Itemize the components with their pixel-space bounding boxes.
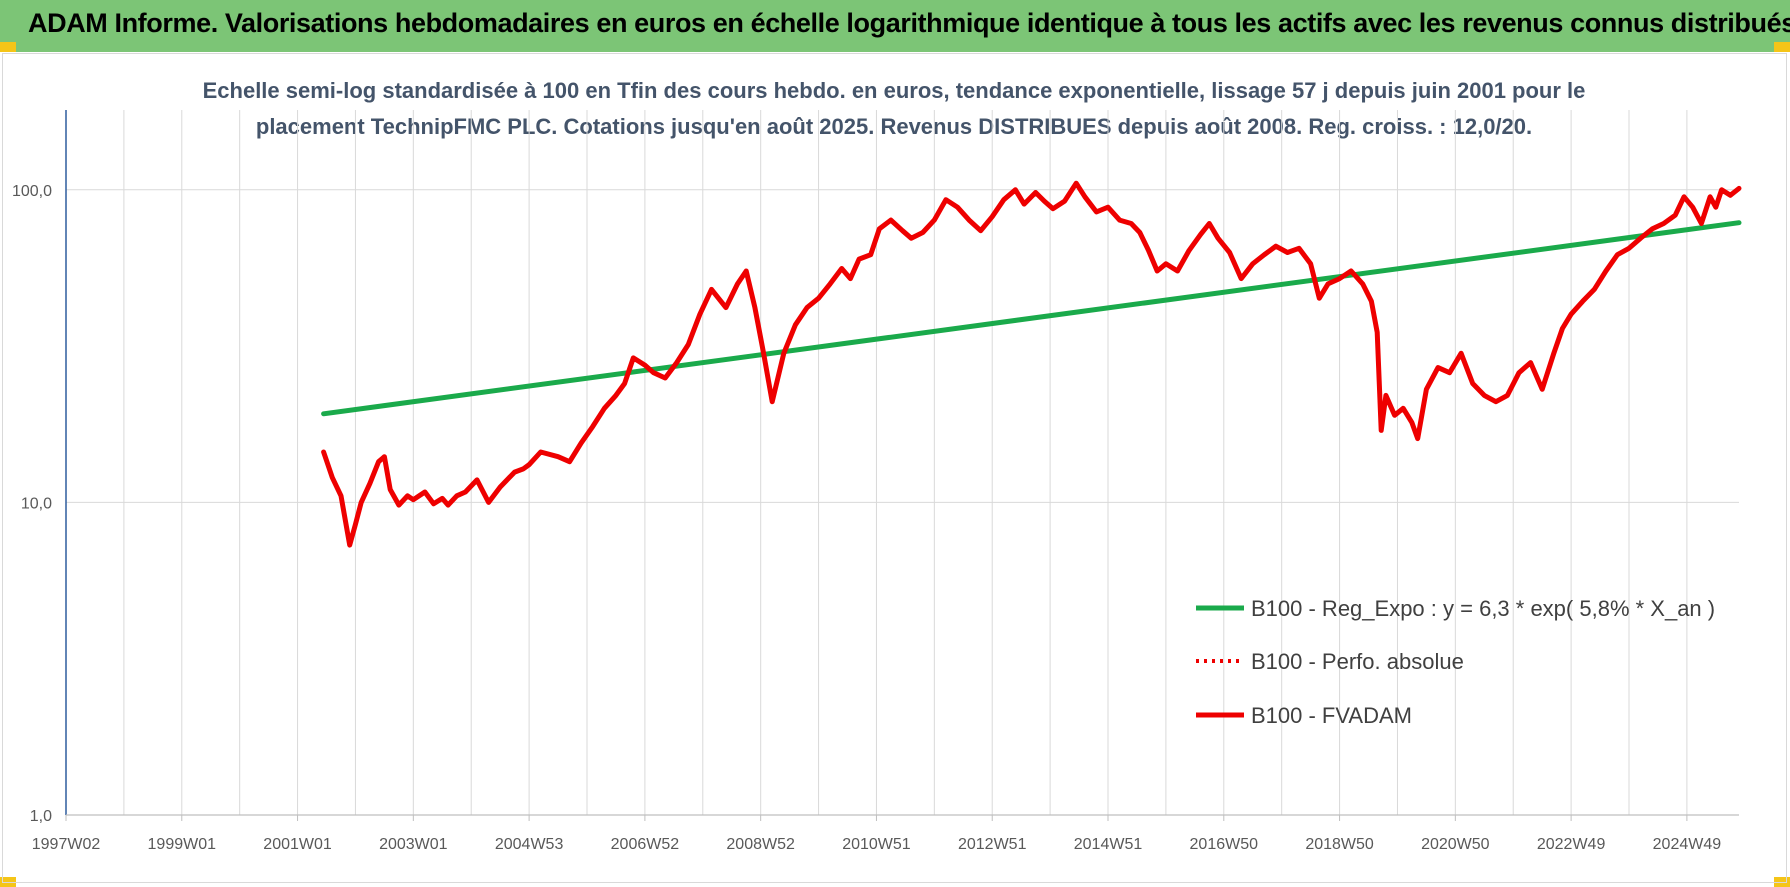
x-tick-label: 2008W52 (726, 836, 795, 853)
series-line-2 (321, 180, 1742, 548)
series (321, 180, 1742, 548)
series-line-0 (321, 220, 1742, 417)
x-tick-label: 2024W49 (1653, 836, 1722, 853)
page-title: ADAM Informe. Valorisations hebdomadaire… (28, 8, 1790, 38)
chart-frame (2, 53, 1787, 883)
x-tick-label: 2022W49 (1537, 836, 1606, 853)
legend-label: B100 - Reg_Expo : y = 6,3 * exp( 5,8% * … (1251, 596, 1715, 621)
y-tick-label: 100,0 (12, 183, 52, 200)
corner-marker-top-left (0, 42, 16, 52)
y-tick-label: 1,0 (30, 808, 52, 825)
chart-subtitle-line-1: Echelle semi-log standardisée à 100 en T… (203, 78, 1586, 103)
x-tick-label: 2004W53 (495, 836, 564, 853)
x-tick-label: 2016W50 (1190, 836, 1259, 853)
x-tick-label: 2003W01 (379, 836, 448, 853)
x-tick-label: 2020W50 (1421, 836, 1490, 853)
x-tick-label: 2012W51 (958, 836, 1027, 853)
corner-marker-top-right (1774, 42, 1790, 52)
legend: B100 - Reg_Expo : y = 6,3 * exp( 5,8% * … (1196, 596, 1715, 728)
header-band (0, 0, 1790, 52)
grid (65, 110, 1739, 816)
x-tick-label: 2001W01 (263, 836, 332, 853)
y-tick-label: 10,0 (21, 495, 52, 512)
x-tick-label: 2006W52 (611, 836, 680, 853)
x-tick-label: 2010W51 (842, 836, 911, 853)
x-tick-label: 1997W02 (32, 836, 101, 853)
x-tick-label: 1999W01 (148, 836, 217, 853)
legend-label: B100 - FVADAM (1251, 703, 1412, 728)
axes: 1,0 10,0 100,0 1997W02 1999W01 2001W01 2003W01… (12, 110, 1739, 853)
chart-subtitle-line-2: placement TechnipFMC PLC. Cotations jusq… (256, 114, 1532, 139)
legend-label: B100 - Perfo. absolue (1251, 649, 1464, 674)
x-tick-label: 2014W51 (1074, 836, 1143, 853)
x-tick-label: 2018W50 (1305, 836, 1374, 853)
